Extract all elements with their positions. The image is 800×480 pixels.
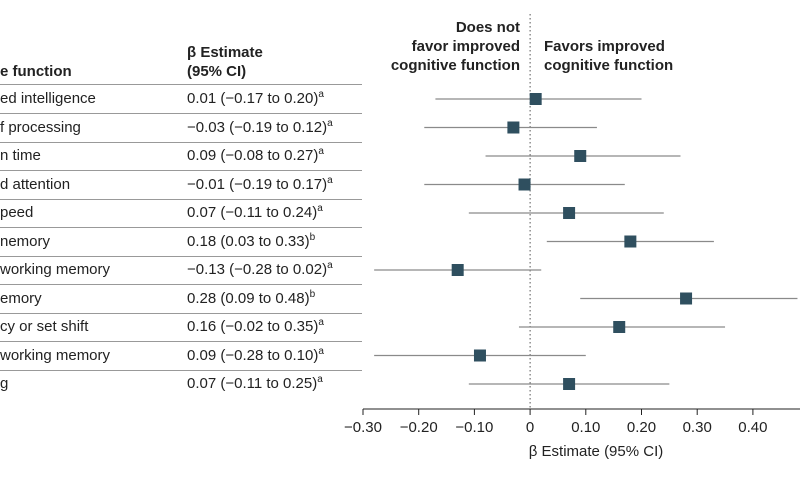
row-footnote-marker: a — [318, 146, 324, 157]
row-footnote-marker: a — [318, 89, 324, 100]
x-axis-label: β Estimate (95% CI) — [529, 443, 664, 460]
row-footnote-marker: a — [327, 117, 333, 129]
x-tick-label: 0.40 — [738, 419, 767, 436]
row-footnote-marker: a — [317, 374, 323, 385]
row-divider — [0, 370, 362, 371]
row-label: f processing — [0, 118, 81, 136]
row-divider — [0, 256, 362, 257]
point-estimate-marker — [624, 235, 637, 248]
point-estimate-marker — [574, 150, 587, 162]
row-estimate: −0.03 (−0.19 to 0.12)a — [187, 117, 333, 136]
row-label: cy or set shift — [0, 318, 89, 335]
estimate-header-line1: β Estimate — [187, 44, 263, 61]
row-label: working memory — [0, 261, 111, 278]
x-tick-label: 0.10 — [571, 419, 600, 436]
row-label: d attention — [0, 175, 71, 193]
row-footnote-marker: b — [309, 288, 316, 300]
favors-improved-line2: cognitive function — [544, 57, 674, 74]
x-tick-label: 0 — [526, 419, 534, 436]
row-estimate: 0.07 (−0.11 to 0.24)a — [187, 203, 323, 222]
row-label: emory — [0, 289, 42, 307]
point-estimate-marker — [563, 378, 576, 390]
x-tick-label: −0.30 — [344, 419, 382, 436]
row-label: ed intelligence — [0, 90, 96, 107]
point-estimate-marker — [518, 178, 531, 191]
row-footnote-marker: a — [318, 317, 324, 328]
row-footnote-marker: b — [309, 231, 316, 243]
favors-improved-line1: Favors improved — [544, 38, 665, 55]
point-estimate-marker — [507, 121, 520, 134]
row-estimate: 0.18 (0.03 to 0.33)b — [187, 231, 316, 250]
row-footnote-marker: a — [327, 260, 333, 271]
row-divider — [0, 170, 362, 171]
point-estimate-marker — [451, 264, 464, 276]
does-not-favor-line3: cognitive function — [390, 57, 520, 74]
row-divider — [0, 142, 362, 143]
point-estimate-marker — [563, 207, 576, 219]
row-estimate: 0.16 (−0.02 to 0.35)a — [187, 317, 324, 336]
row-estimate: 0.01 (−0.17 to 0.20)a — [187, 89, 324, 108]
favors-improved-label: Favors improved cognitive function — [544, 37, 673, 75]
row-divider — [0, 313, 362, 314]
row-divider — [0, 199, 362, 200]
point-estimate-marker — [473, 349, 486, 362]
row-estimate: −0.01 (−0.19 to 0.17)a — [187, 174, 333, 193]
row-divider — [0, 227, 362, 228]
x-tick-label: 0.20 — [627, 419, 656, 436]
row-divider — [0, 341, 362, 342]
row-estimate: 0.07 (−0.11 to 0.25)a — [187, 374, 323, 393]
x-tick-label: 0.30 — [683, 419, 712, 436]
row-divider — [0, 113, 362, 114]
row-label: g — [0, 375, 9, 392]
row-label: n time — [0, 147, 41, 164]
row-footnote-marker: a — [317, 203, 323, 214]
row-label: working memory — [0, 346, 111, 364]
does-not-favor-line2: favor improved — [411, 38, 520, 55]
x-tick-label: −0.20 — [400, 419, 438, 436]
estimate-column-header: β Estimate (95% CI) — [187, 43, 263, 81]
does-not-favor-label: Does not favor improved cognitive functi… — [370, 18, 520, 75]
row-estimate: 0.09 (−0.28 to 0.10)a — [187, 345, 324, 364]
table-header-rule — [0, 84, 362, 85]
function-column-header: e function — [0, 63, 72, 80]
row-divider — [0, 284, 362, 285]
x-tick-label: −0.10 — [455, 419, 493, 436]
point-estimate-marker — [529, 93, 542, 105]
row-footnote-marker: a — [318, 345, 324, 357]
estimate-header-line2: (95% CI) — [187, 63, 247, 80]
point-estimate-marker — [680, 292, 693, 305]
row-estimate: 0.28 (0.09 to 0.48)b — [187, 288, 316, 307]
row-estimate: 0.09 (−0.08 to 0.27)a — [187, 146, 324, 165]
does-not-favor-line1: Does not — [455, 19, 520, 36]
row-footnote-marker: a — [327, 174, 333, 186]
point-estimate-marker — [613, 321, 626, 333]
row-label: peed — [0, 204, 34, 221]
row-estimate: −0.13 (−0.28 to 0.02)a — [187, 260, 333, 279]
row-label: nemory — [0, 232, 51, 250]
